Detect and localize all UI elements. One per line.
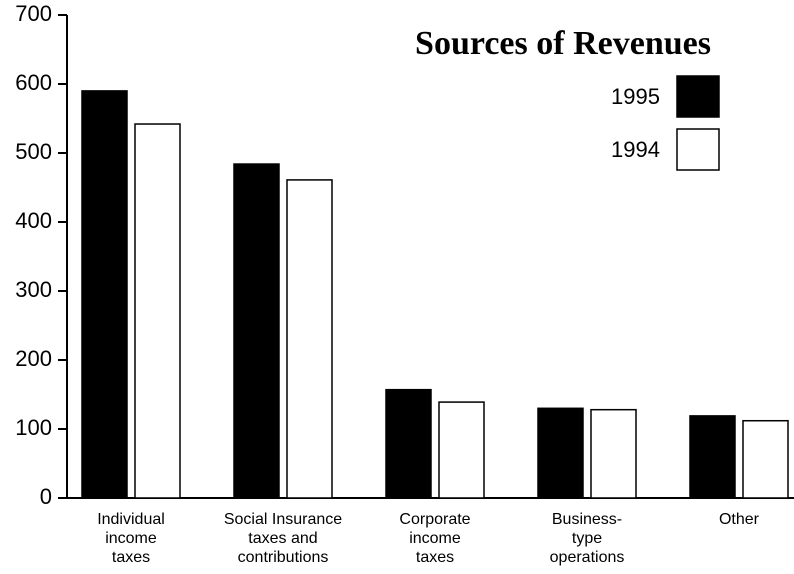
x-tick-label: Corporate income taxes — [399, 511, 471, 566]
legend-swatch — [676, 75, 720, 118]
x-tick-label: Social Insurance taxes and contributions — [223, 511, 343, 566]
y-tick-label: 400 — [15, 208, 52, 233]
bar — [233, 163, 280, 499]
bar — [385, 388, 432, 499]
y-tick-label: 300 — [15, 277, 52, 302]
chart-title: Sources of Revenues — [415, 25, 711, 62]
bar — [689, 415, 736, 499]
y-tick-label: 500 — [15, 139, 52, 164]
y-tick-label: 600 — [15, 70, 52, 95]
x-tick-label: Business- type operations — [549, 511, 625, 566]
legend-label: 1994 — [611, 137, 660, 162]
bar — [286, 179, 333, 499]
bar — [81, 90, 128, 499]
bar — [742, 419, 789, 499]
bar — [537, 407, 584, 499]
x-tick-label: Other — [718, 511, 759, 528]
bar — [438, 401, 485, 499]
legend-label: 1995 — [611, 84, 660, 109]
bar — [590, 408, 637, 499]
y-tick-label: 200 — [15, 346, 52, 371]
bar — [134, 123, 181, 499]
y-tick-label: 0 — [40, 484, 52, 509]
y-tick-label: 700 — [15, 1, 52, 26]
y-tick-label: 100 — [15, 415, 52, 440]
x-tick-label: Individual income taxes — [97, 511, 165, 566]
legend-swatch — [676, 128, 720, 171]
